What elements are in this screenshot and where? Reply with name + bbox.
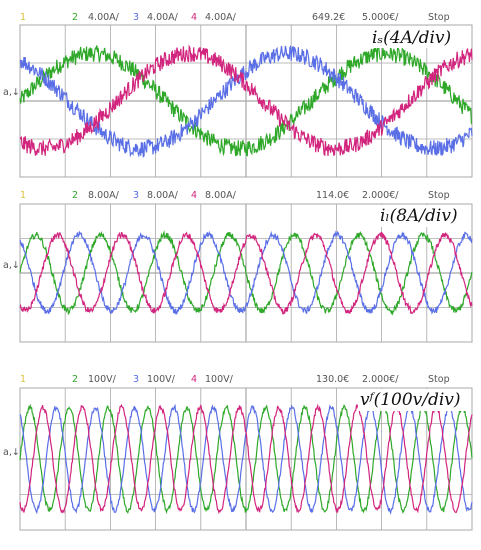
- ch4-scale: 4.00A/: [205, 12, 237, 23]
- timebase: 2.000€/: [362, 374, 399, 385]
- panel-1-traces: [19, 43, 473, 158]
- trigger-position: 114.0€: [316, 190, 349, 201]
- ch2-scale: 100V/: [88, 374, 117, 385]
- ch2-label: 2: [72, 12, 78, 23]
- timebase: 5.000€/: [362, 12, 399, 23]
- ch3-scale: 4.00A/: [147, 12, 179, 23]
- annotation-bg: [358, 389, 470, 411]
- scope-panel-3: 1 2 100V/ 3 100V/ 4 100V/ 130.0€ 2.000€/…: [3, 374, 473, 531]
- panel-2-traces: [19, 230, 473, 316]
- panel-2-header: 1 2 8.00A/ 3 8.00A/ 4 8.00A/ 114.0€ 2.00…: [20, 190, 450, 201]
- ch3-label: 3: [133, 374, 139, 385]
- ch4-label: 4: [191, 12, 197, 23]
- timebase: 2.000€/: [362, 190, 399, 201]
- trigger-position: 130.0€: [316, 374, 349, 385]
- ch3-scale: 100V/: [147, 374, 176, 385]
- ch1-label: 1: [20, 12, 26, 23]
- trace-ch4: [19, 44, 473, 157]
- ch1-label: 1: [20, 374, 26, 385]
- ch1-label: 1: [20, 190, 26, 201]
- ch3-label: 3: [133, 12, 139, 23]
- ch4-label: 4: [191, 190, 197, 201]
- run-status: Stop: [428, 374, 450, 385]
- ch2-label: 2: [72, 374, 78, 385]
- annotation-label: vᶠ(100v/div): [360, 390, 461, 410]
- ground-marker: a,↓: [3, 87, 20, 98]
- ch4-scale: 100V/: [205, 374, 234, 385]
- panel-3-header: 1 2 100V/ 3 100V/ 4 100V/ 130.0€ 2.000€/…: [20, 374, 450, 385]
- annotation-label: iₗ(8A/div): [380, 206, 458, 226]
- ch2-label: 2: [72, 190, 78, 201]
- trace-ch4: [19, 231, 473, 315]
- ch4-scale: 8.00A/: [205, 190, 237, 201]
- run-status: Stop: [428, 12, 450, 23]
- panel-1-header: 1 2 4.00A/ 3 4.00A/ 4 4.00A/ 649.2€ 5.00…: [20, 12, 450, 23]
- ch2-scale: 8.00A/: [88, 190, 120, 201]
- panel-1-grid: [19, 24, 473, 178]
- ch4-label: 4: [191, 374, 197, 385]
- ground-marker: a,↓: [3, 260, 20, 271]
- scope-panel-2: 1 2 8.00A/ 3 8.00A/ 4 8.00A/ 114.0€ 2.00…: [3, 190, 473, 343]
- ch3-label: 3: [133, 190, 139, 201]
- annotation-bg: [370, 26, 470, 48]
- trace-ch3: [19, 230, 473, 316]
- ground-marker: a,↓: [3, 447, 20, 458]
- trigger-position: 649.2€: [312, 12, 345, 23]
- ch2-scale: 4.00A/: [88, 12, 120, 23]
- run-status: Stop: [428, 190, 450, 201]
- trace-ch2: [19, 230, 473, 316]
- scope-panel-1: 1 2 4.00A/ 3 4.00A/ 4 4.00A/ 649.2€ 5.00…: [3, 12, 473, 178]
- ch3-scale: 8.00A/: [147, 190, 179, 201]
- trace-ch2: [19, 43, 473, 157]
- annotation-label: iₛ(4A/div): [372, 28, 451, 48]
- annotation-bg: [378, 205, 470, 227]
